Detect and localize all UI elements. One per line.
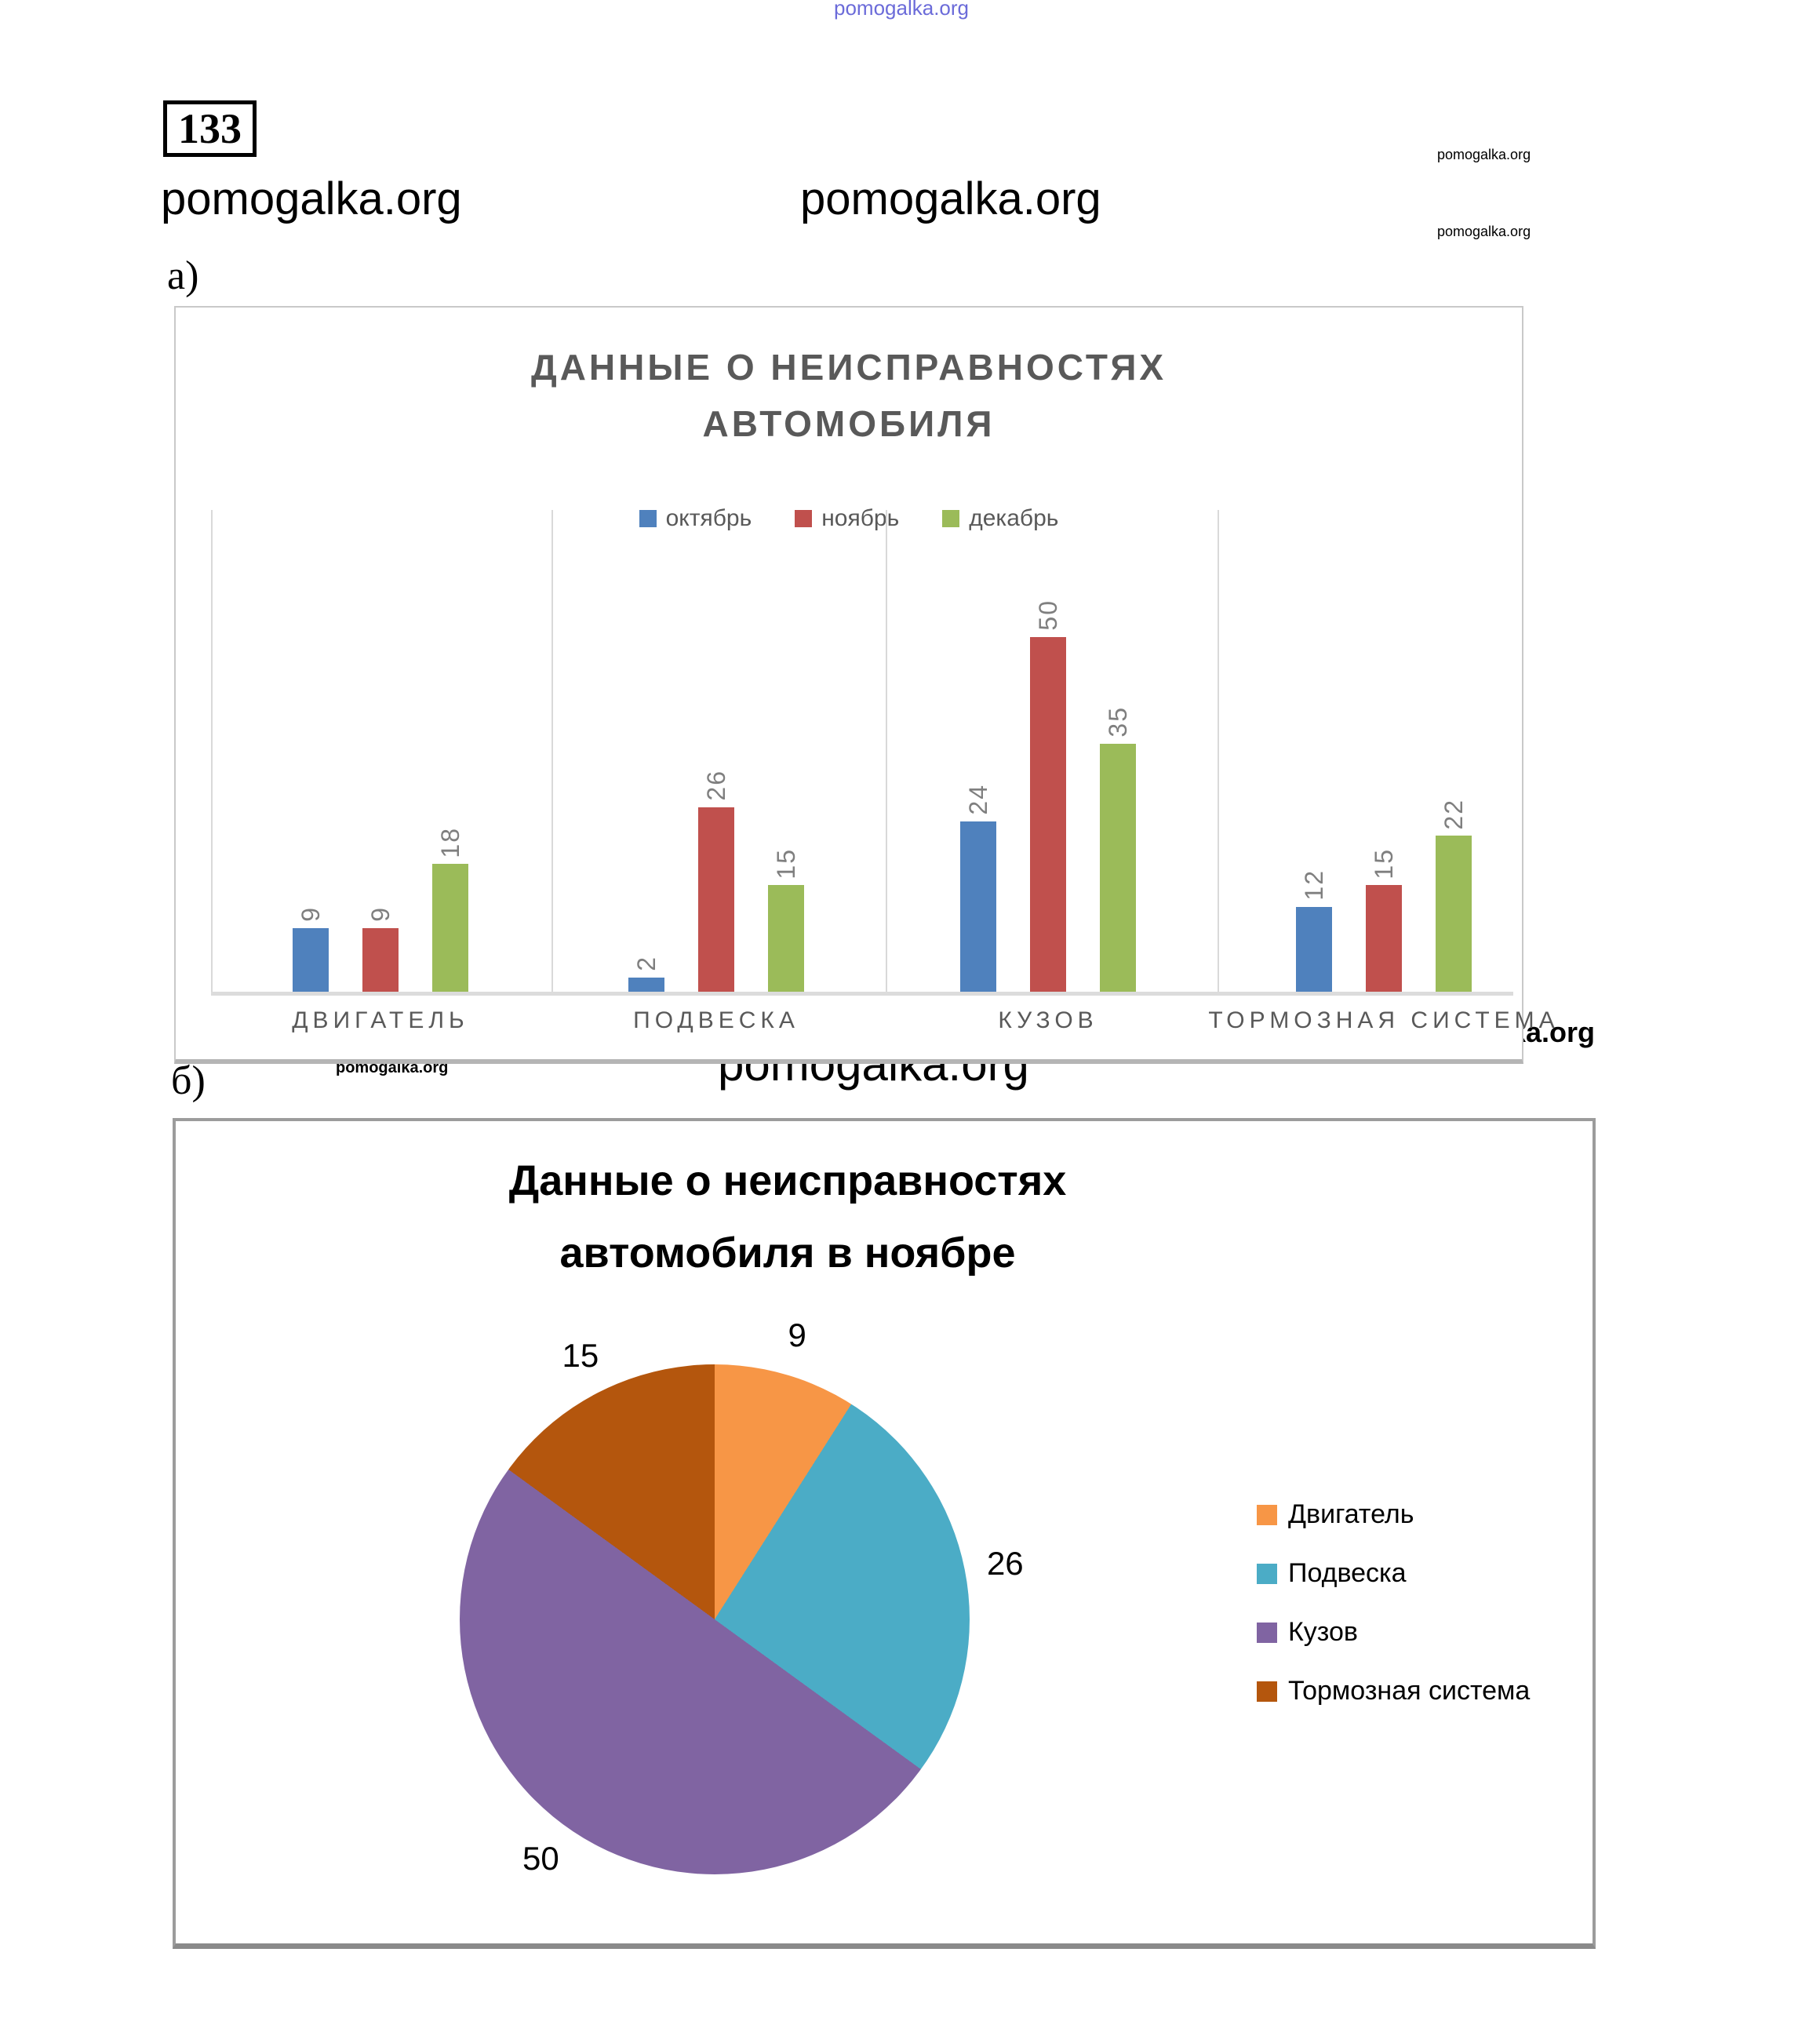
bar-value-label: 35 xyxy=(1103,706,1132,738)
legend-label: Кузов xyxy=(1288,1617,1358,1647)
bar-value-label: 15 xyxy=(771,847,800,880)
bar-value-label: 24 xyxy=(963,784,992,816)
bar-chart-title: ДАННЫЕ О НЕИСПРАВНОСТЯХ АВТОМОБИЛЯ xyxy=(176,339,1522,452)
bar xyxy=(432,864,468,992)
bar-cell: 35 xyxy=(1100,510,1136,992)
bar-chart-plot-area: 9 9 18 2 26 15 24 50 35 12 15 22 xyxy=(211,510,1513,996)
watermark: pomogalka.org xyxy=(834,0,969,20)
bar-value-label: 9 xyxy=(296,905,325,922)
legend-item: Кузов xyxy=(1257,1617,1530,1648)
bar-cell: 9 xyxy=(293,510,329,992)
bar-value-label: 12 xyxy=(1299,869,1328,901)
bar-cell: 9 xyxy=(362,510,399,992)
bar xyxy=(1030,637,1066,992)
bar-cell: 15 xyxy=(1366,510,1402,992)
gridline xyxy=(551,510,553,992)
bar-cell: 12 xyxy=(1296,510,1332,992)
bar-cell: 18 xyxy=(432,510,468,992)
legend-item: Подвеска xyxy=(1257,1558,1530,1589)
bar-chart-title-line1: ДАННЫЕ О НЕИСПРАВНОСТЯХ xyxy=(530,347,1167,388)
bar-group: 12 15 22 xyxy=(1296,510,1472,992)
problem-number: 133 xyxy=(163,100,257,157)
bar-group: 9 9 18 xyxy=(293,510,468,992)
pie-chart-title-line2: автомобиля в ноябре xyxy=(559,1229,1016,1277)
gridline xyxy=(211,510,213,992)
category-label: ДВИГАТЕЛЬ xyxy=(292,1007,469,1033)
category-label: КУЗОВ xyxy=(998,1007,1098,1033)
legend-label: Двигатель xyxy=(1288,1499,1414,1529)
bar xyxy=(1366,885,1402,992)
pie-value-label: 50 xyxy=(522,1839,559,1877)
bar-group: 2 26 15 xyxy=(628,510,804,992)
part-b-label: б) xyxy=(171,1058,206,1103)
category-label: ПОДВЕСКА xyxy=(633,1007,799,1033)
bar xyxy=(293,927,329,992)
legend-swatch xyxy=(1257,1681,1277,1702)
bar-value-label: 15 xyxy=(1369,847,1398,880)
legend-swatch xyxy=(942,510,960,527)
bar-group: 24 50 35 xyxy=(960,510,1136,992)
legend-item: декабрь xyxy=(942,505,1058,532)
gridline xyxy=(886,510,887,992)
pie-chart-title: Данные о неисправностях автомобиля в ноя… xyxy=(176,1145,1400,1289)
bar xyxy=(1100,743,1136,992)
bar xyxy=(698,807,734,992)
bar xyxy=(628,977,664,992)
bar-cell: 15 xyxy=(768,510,804,992)
legend-label: Подвеска xyxy=(1288,1558,1407,1588)
pie-value-label: 9 xyxy=(788,1316,806,1353)
category-label: ТОРМОЗНАЯ СИСТЕМА xyxy=(1208,1007,1560,1033)
pie-value-label: 26 xyxy=(986,1545,1024,1582)
bar-cell: 50 xyxy=(1030,510,1066,992)
legend-swatch xyxy=(1257,1622,1277,1643)
bar xyxy=(768,885,804,992)
legend-swatch xyxy=(639,510,657,527)
bar xyxy=(960,821,996,992)
part-a-label: а) xyxy=(167,253,199,298)
legend-label: октябрь xyxy=(665,505,752,531)
bar-cell: 2 xyxy=(628,510,664,992)
bar-cell: 22 xyxy=(1436,510,1472,992)
watermark: pomogalka.org xyxy=(161,173,462,224)
legend-swatch xyxy=(1257,1504,1277,1525)
legend-item: Тормозная система xyxy=(1257,1676,1530,1706)
bar xyxy=(1296,906,1332,992)
bar-value-label: 2 xyxy=(632,956,661,971)
watermark: pomogalka.org xyxy=(1437,147,1531,162)
legend-item: октябрь xyxy=(639,505,752,532)
legend-item: Двигатель xyxy=(1257,1499,1530,1530)
bar-cell: 26 xyxy=(698,510,734,992)
bar-value-label: 50 xyxy=(1033,599,1062,631)
watermark: pomogalka.org xyxy=(800,173,1101,224)
pie-chart xyxy=(460,1364,970,1874)
bar xyxy=(362,927,399,992)
legend-swatch xyxy=(1257,1563,1277,1584)
legend-label: Тормозная система xyxy=(1288,1676,1531,1706)
bar xyxy=(1436,836,1472,992)
pie-chart-panel: Данные о неисправностях автомобиля в ноя… xyxy=(173,1118,1596,1949)
pie-value-label: 15 xyxy=(562,1337,599,1375)
pie-chart-legend: Двигатель Подвеска Кузов Тормозная система xyxy=(1257,1499,1530,1706)
watermark: pomogalka.org xyxy=(1437,224,1531,239)
pie-chart-title-line1: Данные о неисправностях xyxy=(508,1157,1067,1204)
bar-chart-title-line2: АВТОМОБИЛЯ xyxy=(702,403,996,444)
bar-value-label: 22 xyxy=(1439,798,1468,830)
legend-label: декабрь xyxy=(969,505,1059,531)
bar-value-label: 26 xyxy=(701,770,730,801)
bar-value-label: 18 xyxy=(435,826,464,858)
gridline xyxy=(1218,510,1219,992)
bar-cell: 24 xyxy=(960,510,996,992)
bar-chart-panel: ДАННЫЕ О НЕИСПРАВНОСТЯХ АВТОМОБИЛЯ октяб… xyxy=(174,306,1555,1064)
bar-value-label: 9 xyxy=(366,905,395,922)
legend-swatch xyxy=(795,510,813,527)
